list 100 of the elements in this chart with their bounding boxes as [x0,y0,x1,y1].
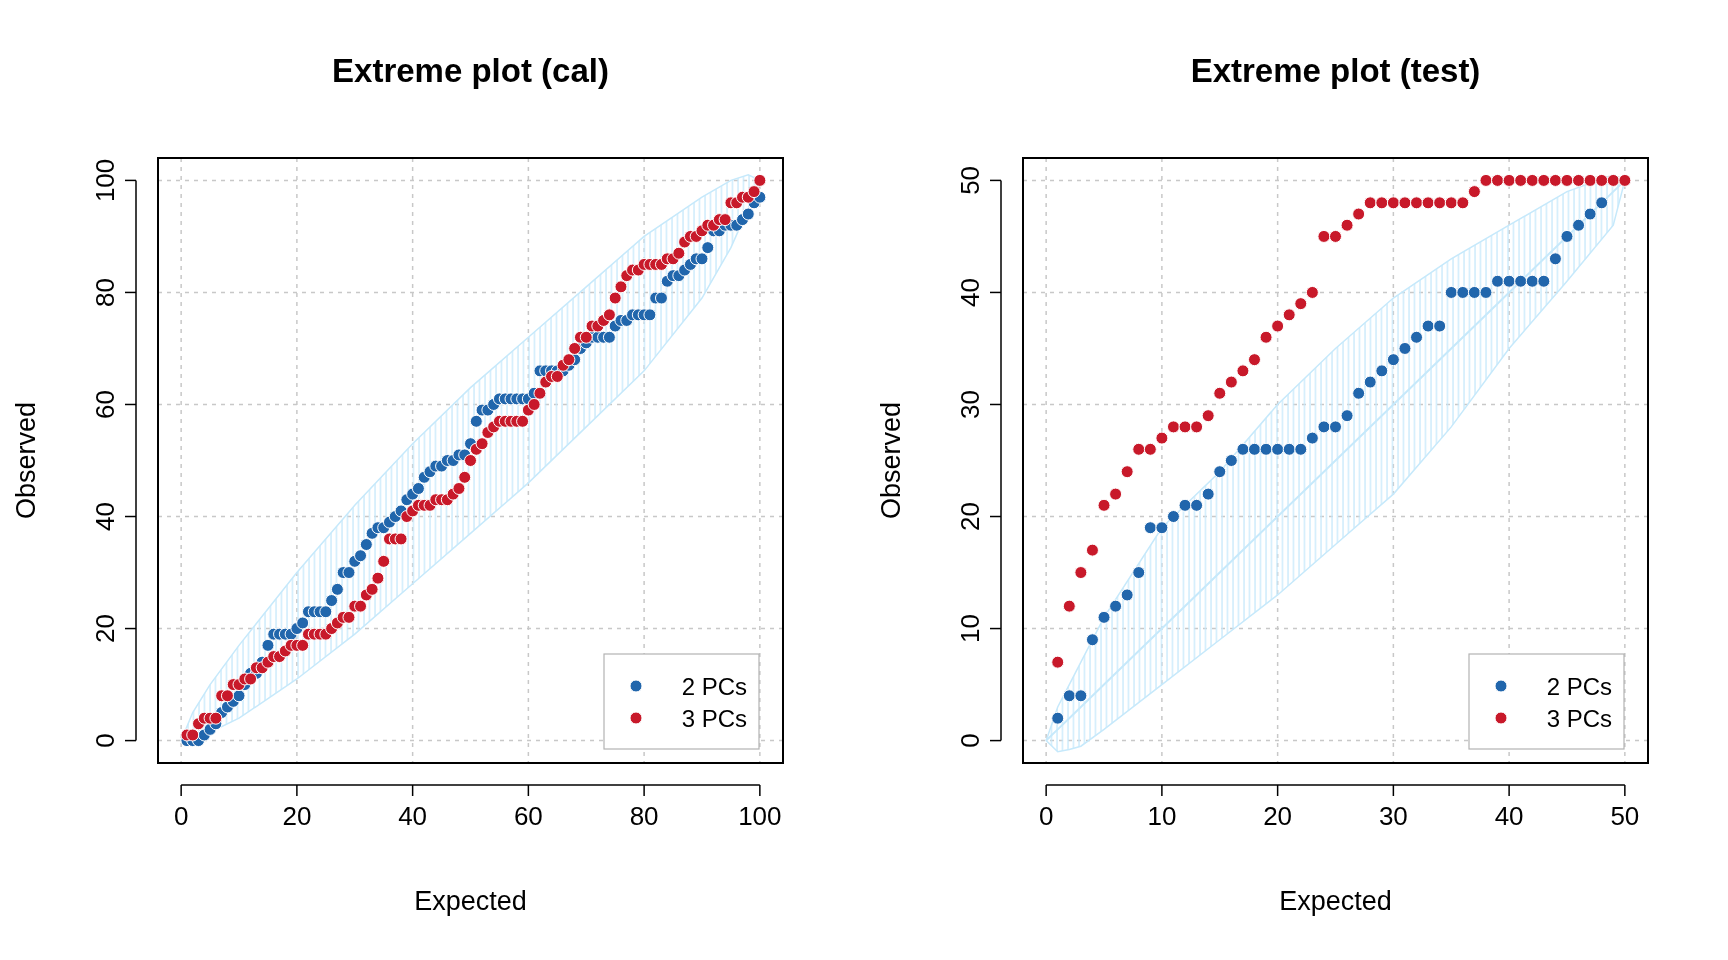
point [1502,173,1516,187]
point [1247,442,1261,456]
y-tick-label: 30 [955,390,985,419]
point [1386,196,1400,210]
point [1514,173,1528,187]
point [1467,185,1481,199]
point [1271,442,1285,456]
x-tick-label: 40 [1494,801,1524,831]
point [1548,173,1562,187]
point [1097,610,1111,624]
point [1201,409,1215,423]
point [1143,442,1157,456]
y-tick-label: 40 [90,502,120,531]
point [1583,173,1597,187]
point [1074,689,1088,703]
legend-label: 2 PCs [681,672,747,700]
point [1120,465,1134,479]
x-tick-label: 60 [513,801,543,831]
y-axis-title: Observed [876,401,906,520]
y-tick-label: 60 [90,390,120,419]
point [1305,431,1319,445]
point [1271,319,1285,333]
point [1386,353,1400,367]
point [1479,285,1493,299]
point [1456,285,1470,299]
point [1166,420,1180,434]
point [1375,196,1389,210]
x-tick-label: 20 [1263,801,1293,831]
point [1317,229,1331,243]
point [1514,274,1528,288]
point [1259,442,1273,456]
point [1132,442,1146,456]
point [1120,588,1134,602]
point [1398,341,1412,355]
point [1572,173,1586,187]
point [1479,173,1493,187]
point [1132,566,1146,580]
point [1155,521,1169,535]
x-tick-label: 50 [1610,801,1640,831]
point [1340,409,1354,423]
point [1282,442,1296,456]
point [1618,173,1632,187]
point [1062,689,1076,703]
y-tick-label: 20 [955,502,985,531]
x-tick-label: 80 [629,801,659,831]
point [1097,498,1111,512]
x-tick-label: 20 [282,801,312,831]
point [1178,420,1192,434]
point [1329,420,1342,434]
x-tick-label: 30 [1378,801,1408,831]
point [1467,285,1481,299]
y-tick-label: 20 [90,614,120,644]
point [1595,173,1609,187]
point [1062,599,1076,613]
point [1491,173,1505,187]
point [1433,196,1447,210]
chart-title: Extreme plot (test) [1190,52,1481,89]
point [1410,196,1424,210]
point [1502,274,1516,288]
y-tick-label: 80 [90,277,120,307]
point [1537,274,1551,288]
point [1583,207,1597,221]
point [1143,521,1157,535]
point [1259,330,1273,344]
legend-label: 3 PCs [1546,704,1612,732]
point [1085,543,1099,557]
point [1410,330,1424,344]
point [1085,633,1099,647]
point [1572,218,1586,232]
point [1352,207,1366,221]
legend-label: 3 PCs [681,704,747,732]
point [1329,229,1342,243]
y-tick-label: 0 [955,733,985,748]
point [1201,487,1215,501]
point [1352,386,1366,400]
x-axis-title: Expected [414,886,527,916]
x-tick-label: 100 [738,801,782,831]
point [1190,420,1204,434]
point [1051,711,1065,725]
point [1074,566,1088,580]
point [1398,196,1412,210]
point [1213,386,1227,400]
point [1224,454,1238,467]
y-tick-label: 50 [955,165,985,195]
point [1282,308,1296,322]
point [1247,353,1261,367]
point [1109,487,1123,501]
point [1236,364,1250,378]
point [1190,498,1204,512]
point [1421,319,1435,333]
point [1294,442,1308,456]
point [1560,173,1574,187]
point [1375,364,1389,378]
point [1305,285,1319,299]
point [1155,431,1169,445]
x-tick-label: 40 [398,801,428,831]
y-tick-label: 0 [90,733,120,748]
y-tick-label: 10 [955,614,985,644]
point [1213,465,1227,479]
x-axis-title: Expected [1279,886,1392,916]
